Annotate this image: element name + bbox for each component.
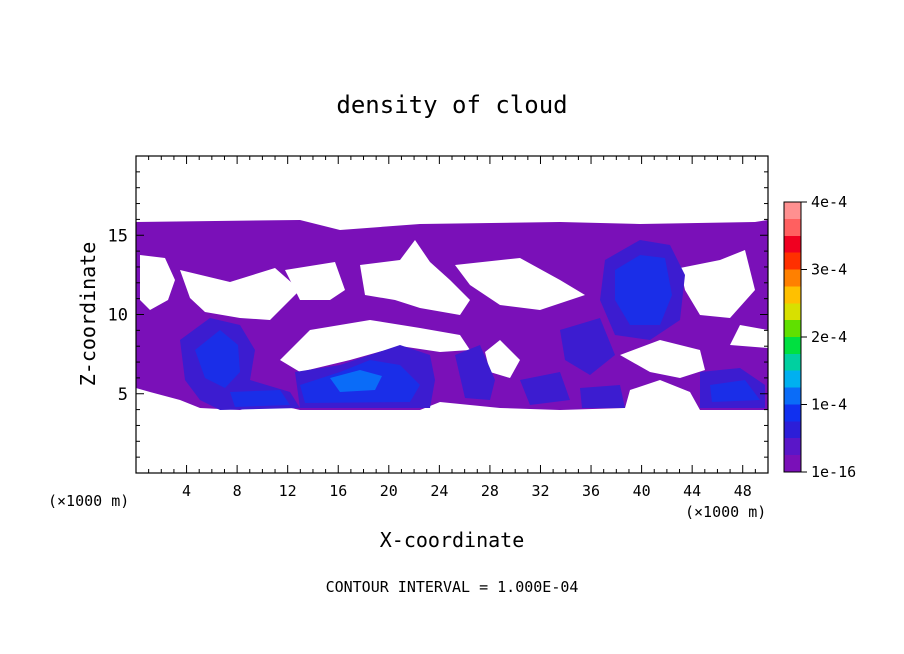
gap-left <box>140 255 175 310</box>
x-tick-label: 28 <box>481 482 499 500</box>
colorbar-tick-label: 4e-4 <box>811 193 847 211</box>
y-tick-label: 5 <box>118 385 128 405</box>
x-tick-label: 4 <box>182 482 191 500</box>
core-a-base <box>230 390 290 407</box>
y-tick-label: 15 <box>108 226 128 246</box>
gap-3 <box>360 240 470 315</box>
chart-title: density of cloud <box>336 91 567 119</box>
core-f-inner <box>615 255 672 325</box>
core-c <box>455 345 495 400</box>
colorbar-tick-label: 1e-16 <box>811 463 856 481</box>
colorbar-tick-label: 2e-4 <box>811 328 847 346</box>
x-tick-label: 24 <box>430 482 448 500</box>
x-tick-label: 40 <box>633 482 651 500</box>
gap-5 <box>680 250 755 318</box>
y-axis-ticks: 5 10 15 <box>108 171 768 458</box>
core-g-inner <box>710 380 760 402</box>
x-tick-label: 32 <box>531 482 549 500</box>
x-unit-note-left: (×1000 m) <box>48 492 129 510</box>
core-h <box>560 318 615 375</box>
cloud-field <box>136 220 768 410</box>
colorbar-tick-label: 1e-4 <box>811 396 847 414</box>
x-tick-label: 12 <box>279 482 297 500</box>
gap-7 <box>485 340 520 378</box>
x-tick-label: 8 <box>233 482 242 500</box>
x-axis-ticks: 4 8 12 16 20 24 28 32 36 40 44 48 <box>148 156 756 500</box>
gap-1 <box>180 268 300 320</box>
x-tick-label: 44 <box>683 482 701 500</box>
x-tick-label: 48 <box>734 482 752 500</box>
x-tick-label: 16 <box>329 482 347 500</box>
x-tick-label: 36 <box>582 482 600 500</box>
core-d <box>520 372 570 405</box>
gap-4 <box>455 258 585 310</box>
contour-interval-annotation: CONTOUR INTERVAL = 1.000E-04 <box>326 578 579 596</box>
gap-8 <box>620 340 705 378</box>
core-b-peak <box>330 370 382 392</box>
colorbar-tick-label: 3e-4 <box>811 261 847 279</box>
y-tick-label: 10 <box>108 306 128 326</box>
x-axis-label: X-coordinate <box>380 528 525 552</box>
x-unit-note-right: (×1000 m) <box>685 503 766 521</box>
x-tick-label: 20 <box>380 482 398 500</box>
gap-6 <box>280 320 470 372</box>
gap-2 <box>285 262 345 300</box>
colorbar-ticks: 4e-4 3e-4 2e-4 1e-4 1e-16 <box>801 193 856 481</box>
core-e <box>580 385 625 408</box>
core-a-inner <box>195 330 240 388</box>
y-axis-label: Z-coordinate <box>76 242 100 387</box>
colorbar <box>783 201 802 473</box>
